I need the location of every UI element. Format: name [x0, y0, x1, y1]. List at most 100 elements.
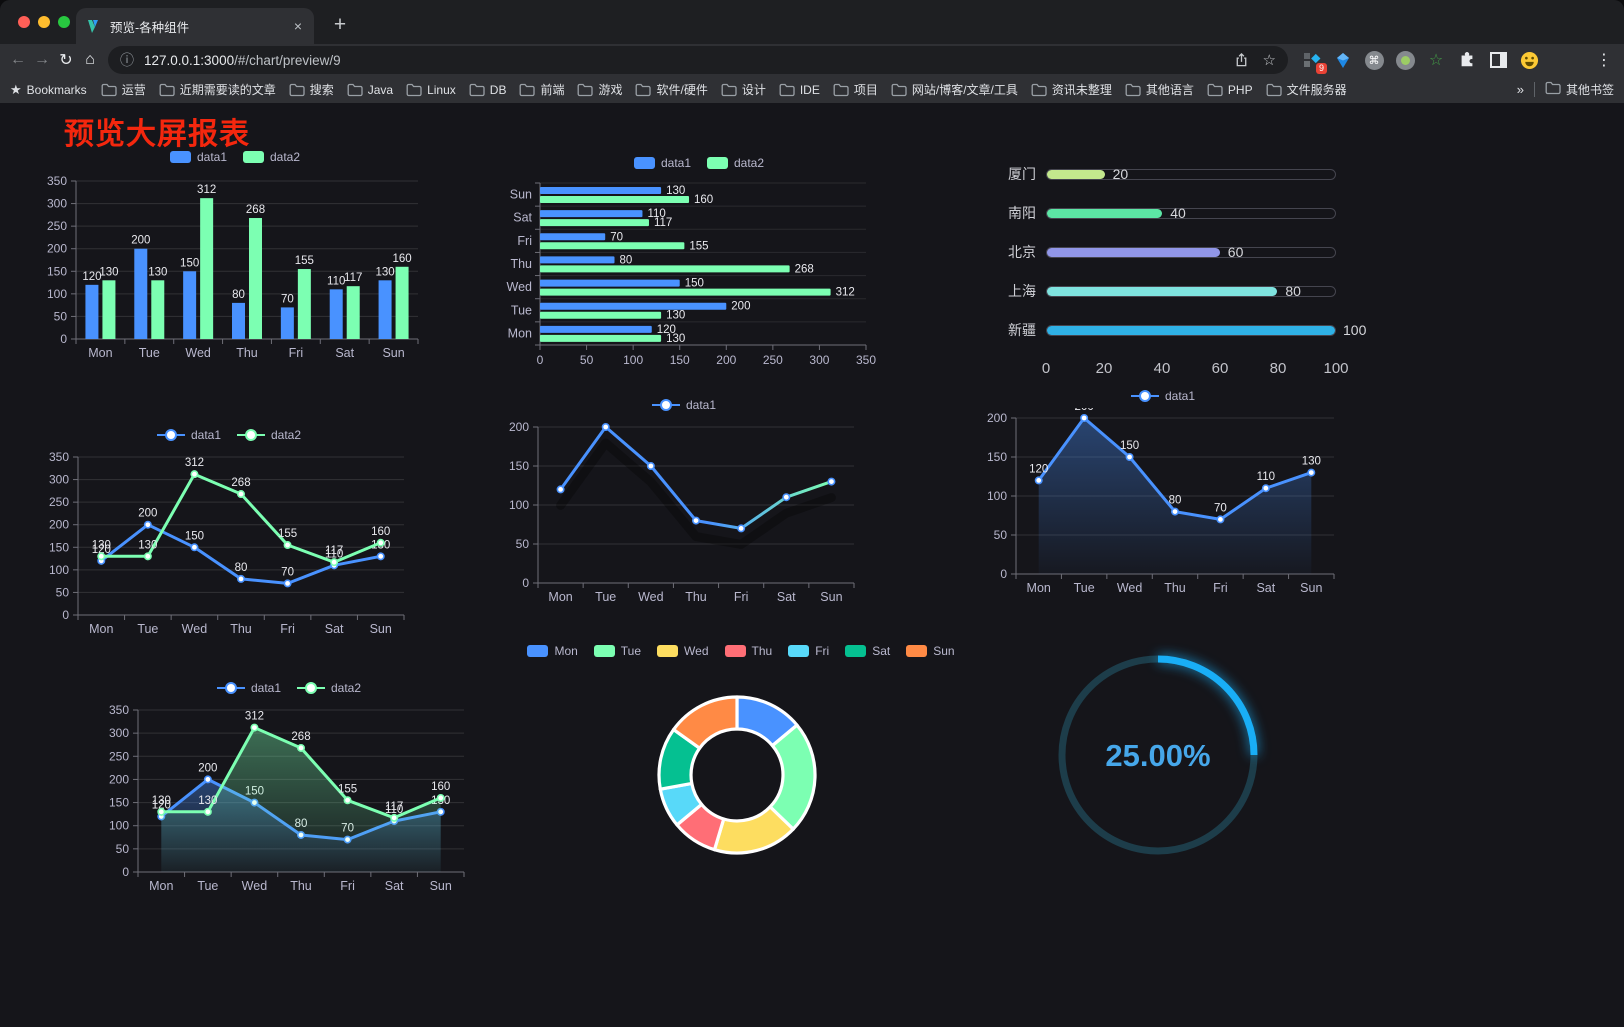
- bookmark-item[interactable]: IDE: [779, 83, 820, 97]
- window-minimize-button[interactable]: [38, 16, 50, 28]
- chart-line-gradient[interactable]: data1 0 50 100 150 200 Mon Tue Wed Thu Fri Sat Sun: [500, 395, 868, 613]
- extension-kite-icon[interactable]: [1331, 48, 1355, 72]
- bookmark-item[interactable]: 软件/硬件: [635, 81, 708, 98]
- svg-text:150: 150: [987, 450, 1007, 464]
- browser-tab[interactable]: 预览-各种组件 ×: [76, 8, 314, 44]
- legend-item[interactable]: Sun: [906, 644, 955, 658]
- bookmark-item[interactable]: DB: [469, 83, 506, 97]
- extension-star-icon[interactable]: ☆: [1424, 48, 1448, 72]
- extensions-puzzle-button[interactable]: [1455, 48, 1479, 72]
- legend-item[interactable]: data2: [243, 150, 300, 164]
- svg-text:Sun: Sun: [370, 622, 392, 636]
- tab-strip: 预览-各种组件 × +: [0, 0, 1624, 44]
- chart-gauge[interactable]: 25.00%: [1040, 643, 1276, 879]
- bookmark-item[interactable]: 项目: [833, 81, 878, 98]
- chart-line-two-series[interactable]: data1 data2 0 50 100 150 200 250 300 350 Mon Tue Wed…: [40, 425, 418, 645]
- bookmarks-overflow-icon[interactable]: »: [1516, 82, 1524, 97]
- bookmark-star-icon[interactable]: ☆: [1262, 52, 1276, 69]
- svg-text:80: 80: [1169, 495, 1182, 507]
- chart-canvas[interactable]: 0 50 100 150 200 Mon Tue Wed Thu Fri Sat Sun: [500, 417, 868, 613]
- svg-text:50: 50: [580, 353, 594, 367]
- extension-reader-icon[interactable]: [1486, 48, 1510, 72]
- new-tab-button[interactable]: +: [333, 13, 347, 36]
- legend-item[interactable]: data2: [707, 156, 764, 170]
- chart-legend: Mon Tue Wed Thu Fri Sat Sun: [527, 641, 955, 661]
- svg-text:200: 200: [987, 411, 1007, 425]
- tab-close-icon[interactable]: ×: [293, 18, 302, 34]
- extension-record-icon[interactable]: [1393, 48, 1417, 72]
- legend-item[interactable]: Wed: [657, 644, 709, 658]
- chart-canvas[interactable]: 0 50 100 150 200 250 300 350 Mon Tue Wed Thu Fri Sat S…: [40, 169, 430, 367]
- home-icon[interactable]: ⌂: [85, 51, 95, 68]
- bookmark-item[interactable]: 运营: [101, 81, 146, 98]
- axis-tick-label: 60: [1211, 360, 1229, 377]
- window-zoom-button[interactable]: [58, 16, 70, 28]
- bookmark-item[interactable]: PHP: [1207, 83, 1253, 97]
- legend-item[interactable]: Tue: [593, 644, 641, 658]
- chart-canvas[interactable]: Sun Sat Fri Thu Wed Tue Mon 0 50 100 150 200 250 300 3…: [498, 175, 900, 371]
- bookmark-item[interactable]: 网站/博客/文章/工具: [891, 81, 1018, 98]
- legend-item[interactable]: Mon: [527, 644, 578, 658]
- bookmark-item[interactable]: 设计: [721, 81, 766, 98]
- legend-marker: [237, 429, 265, 441]
- bookmark-item[interactable]: 近期需要读的文章: [159, 81, 276, 98]
- legend-marker: [156, 429, 185, 441]
- legend-item[interactable]: data1: [156, 428, 221, 442]
- legend-item[interactable]: data1: [169, 150, 227, 164]
- url-text[interactable]: 127.0.0.1:3000/#/chart/preview/9: [144, 53, 341, 68]
- bookmark-item[interactable]: 游戏: [577, 81, 622, 98]
- bookmark-item[interactable]: Linux: [406, 83, 456, 97]
- legend-item[interactable]: data1: [651, 398, 716, 412]
- address-bar[interactable]: ⓘ 127.0.0.1:3000/#/chart/preview/9 ☆: [108, 46, 1288, 74]
- bookmark-item[interactable]: 搜索: [289, 81, 334, 98]
- chart-canvas[interactable]: 25.00%: [1040, 643, 1276, 879]
- legend-item[interactable]: data1: [1130, 389, 1195, 403]
- chart-canvas[interactable]: 0 50 100 150 200 250 300 350 Mon Tue Wed Thu Fri Sat S…: [100, 700, 478, 902]
- folder-icon: [406, 83, 422, 96]
- legend-item[interactable]: data1: [216, 681, 281, 695]
- chart-area-single[interactable]: data1 0 50 100 150 200 Mon Tue Wed Thu Fri Sat Sun 12…: [978, 386, 1348, 604]
- chart-canvas[interactable]: 0 50 100 150 200 Mon Tue Wed Thu Fri Sat Sun 120 200 1…: [978, 401, 1348, 604]
- bookmark-item[interactable]: 前端: [519, 81, 564, 98]
- bookmark-item[interactable]: 资讯未整理: [1031, 81, 1112, 98]
- extension-command-icon[interactable]: ⌘: [1362, 48, 1386, 72]
- bookmark-label: 搜索: [309, 83, 334, 97]
- progress-row: 新疆 100: [992, 321, 1366, 339]
- extension-emoji-icon[interactable]: [1517, 48, 1541, 72]
- chart-progress-list[interactable]: 厦门 20 南阳 40 北京 60 上海 80 新疆 100 0 20 40 60 80 100: [992, 155, 1366, 395]
- window-close-button[interactable]: [18, 16, 30, 28]
- bookmark-item[interactable]: Java: [347, 83, 393, 97]
- extension-grid-icon[interactable]: 9: [1300, 48, 1327, 74]
- bookmark-item[interactable]: 文件服务器: [1266, 81, 1347, 98]
- forward-icon[interactable]: →: [34, 51, 50, 68]
- chart-donut[interactable]: Mon Tue Wed Thu Fri Sat Sun: [527, 641, 955, 881]
- chart-canvas[interactable]: 0 50 100 150 200 250 300 350 Mon Tue Wed Thu Fri Sat S…: [40, 447, 418, 645]
- legend-item[interactable]: data2: [297, 681, 361, 695]
- chart-canvas[interactable]: [540, 663, 942, 879]
- legend-item[interactable]: data2: [237, 428, 301, 442]
- chart-grouped-bar[interactable]: data1 data2 0 50 100 150 200 250 300 350 Mon Tue Wed…: [40, 147, 430, 367]
- url-host: 127.0.0.1:3000: [144, 52, 235, 68]
- legend-marker: [651, 399, 680, 411]
- share-icon[interactable]: [1234, 52, 1249, 68]
- svg-text:155: 155: [295, 255, 314, 267]
- chart-horizontal-bar[interactable]: data1 data2 Sun Sat Fri Thu Wed Tue Mon 0 50 100 150…: [498, 153, 900, 371]
- svg-text:200: 200: [509, 420, 529, 434]
- browser-menu-icon[interactable]: ⋮: [1596, 52, 1612, 69]
- legend-item[interactable]: Sat: [845, 644, 890, 658]
- bookmarks-manager[interactable]: ★ Bookmarks: [10, 82, 87, 98]
- site-info-icon[interactable]: ⓘ: [120, 52, 134, 68]
- legend-item[interactable]: Fri: [788, 644, 829, 658]
- other-bookmarks-folder[interactable]: 其他书签: [1545, 81, 1614, 98]
- legend-item[interactable]: Thu: [724, 644, 772, 658]
- reload-icon[interactable]: ↻: [59, 52, 73, 69]
- pie-slice-Sun[interactable]: [672, 695, 739, 750]
- bookmark-item[interactable]: 其他语言: [1125, 81, 1194, 98]
- command-icon: ⌘: [1364, 50, 1384, 70]
- puzzle-icon: [1461, 52, 1473, 67]
- progress-value: 20: [1112, 165, 1129, 182]
- back-icon[interactable]: ←: [10, 51, 26, 68]
- chart-area-two-series[interactable]: data1 data2 0 50 100 150 200 250 300 350 Mon Tue Wed…: [100, 678, 478, 902]
- legend-swatch: [724, 645, 746, 657]
- legend-item[interactable]: data1: [633, 156, 691, 170]
